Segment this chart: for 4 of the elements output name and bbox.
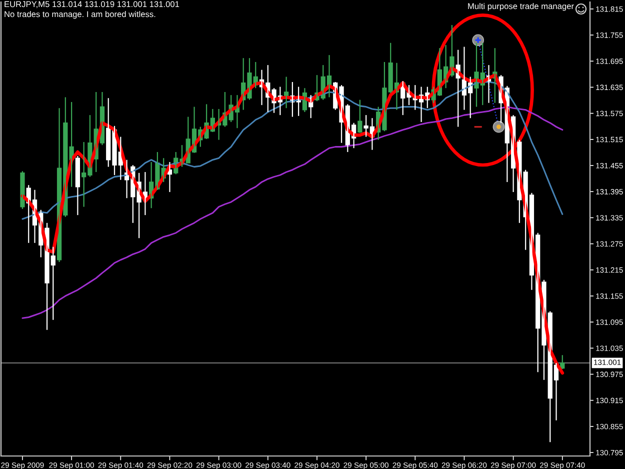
annotation: Multi purpose trade manager xyxy=(468,3,574,11)
chart-title: EURJPY,M5 131.014 131.019 131.001 131.001 xyxy=(4,1,180,8)
line-series xyxy=(22,106,564,319)
text: No trades to manage. I am bored witless. xyxy=(4,11,156,19)
